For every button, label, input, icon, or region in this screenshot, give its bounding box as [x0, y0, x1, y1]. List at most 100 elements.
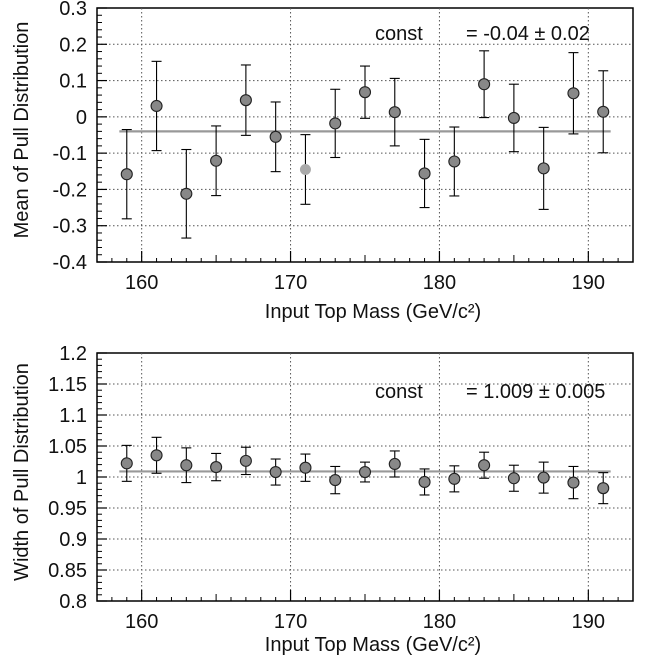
mean-y-tick-label: -0.4 [53, 252, 87, 274]
mean-x-axis-title: Input Top Mass (GeV/c²) [265, 301, 481, 323]
mean-marker [210, 154, 223, 167]
width-x-tick-labels: 160 170 180 190 [125, 611, 605, 633]
width-y-tick-label: 0.85 [48, 560, 87, 582]
width-x-tick-label: 190 [572, 611, 605, 633]
mean-y-tick-label: -0.2 [53, 179, 87, 201]
mean-data-point [329, 88, 342, 159]
width-grid [97, 353, 633, 601]
width-data-point [537, 461, 550, 494]
width-y-tick-label: 0.95 [48, 498, 87, 520]
mean-marker [150, 99, 163, 113]
mean-x-tick-label: 160 [125, 272, 158, 294]
mean-data-point [180, 148, 193, 239]
width-data-point [120, 444, 133, 482]
width-data-point [567, 465, 580, 500]
mean-x-tick-label: 180 [423, 272, 456, 294]
mean-marker [597, 105, 610, 118]
width-data-point [269, 458, 282, 486]
width-data-point [507, 464, 520, 492]
mean-data-point [210, 125, 223, 197]
mean-data-point [507, 83, 520, 153]
mean-marker [418, 167, 431, 180]
width-marker [299, 461, 312, 474]
mean-marker [507, 111, 520, 124]
width-marker [358, 465, 372, 479]
mean-x-tick-label: 170 [274, 272, 307, 294]
mean-y-tick-label: -0.3 [53, 216, 87, 238]
width-y-tick-labels: 1.2 1.15 1.1 1.05 1 0.95 0.9 0.85 0.8 [48, 343, 87, 613]
mean-marker [299, 163, 311, 175]
width-marker [329, 474, 342, 487]
mean-data-point [120, 129, 133, 220]
width-y-tick-label: 1 [76, 467, 87, 489]
mean-y-tick-label: 0.2 [59, 34, 87, 56]
width-data-points [120, 436, 610, 505]
width-data-point [418, 468, 431, 496]
mean-data-point [567, 52, 580, 135]
width-data-point [478, 451, 491, 479]
width-data-point [239, 446, 252, 476]
mean-data-point [299, 134, 311, 205]
mean-marker [448, 155, 461, 168]
width-marker [180, 459, 193, 472]
mean-marker [388, 106, 401, 119]
width-y-tick-label: 1.2 [59, 343, 87, 365]
width-marker [150, 449, 163, 462]
mean-marker [180, 187, 193, 200]
width-data-point [358, 461, 372, 483]
mean-marker [329, 117, 342, 130]
mean-axis-ticks [96, 7, 634, 263]
mean-x-tick-labels: 160 170 180 190 [125, 272, 605, 294]
width-marker [597, 482, 610, 495]
width-y-tick-label: 0.9 [59, 529, 87, 551]
mean-fit-const-label: const [375, 23, 423, 45]
width-x-tick-label: 160 [125, 611, 158, 633]
mean-data-point [418, 138, 431, 209]
width-marker [567, 476, 580, 489]
width-data-point [150, 436, 163, 474]
width-y-tick-label: 1.05 [48, 436, 87, 458]
mean-y-tick-label: -0.1 [53, 143, 87, 165]
width-fit-const-label: const [375, 381, 423, 403]
mean-data-point [239, 64, 252, 136]
width-y-tick-label: 1.15 [48, 374, 87, 396]
mean-data-point [269, 101, 282, 173]
width-y-tick-label: 1.1 [59, 405, 87, 427]
width-data-point [210, 452, 223, 482]
width-marker [478, 459, 491, 472]
mean-data-point [537, 126, 550, 210]
mean-plot-frame [96, 7, 634, 263]
width-pull-panel: 160 170 180 190 1.2 1.15 1.1 1.05 1 0.95 0.9 0.85 0… [11, 343, 634, 656]
mean-marker [358, 86, 372, 99]
mean-data-point [358, 65, 372, 119]
width-marker [210, 461, 223, 474]
mean-marker [120, 168, 133, 181]
width-data-point [388, 450, 401, 478]
mean-marker [269, 130, 282, 143]
width-marker [537, 471, 550, 484]
width-marker [388, 457, 401, 471]
width-marker [418, 475, 431, 489]
mean-marker [478, 78, 491, 91]
width-marker [269, 465, 282, 479]
mean-y-tick-label: 0.1 [59, 71, 87, 93]
width-x-tick-label: 180 [423, 611, 456, 633]
width-marker [448, 472, 461, 485]
width-y-tick-label: 0.8 [59, 591, 87, 613]
mean-data-point [150, 60, 163, 152]
width-marker [239, 454, 252, 467]
mean-marker [239, 94, 252, 107]
width-data-point [329, 465, 342, 495]
width-marker [120, 457, 133, 470]
mean-y-axis-title: Mean of Pull Distribution [11, 22, 33, 239]
mean-y-tick-label: 0 [76, 107, 87, 129]
mean-data-point [448, 126, 461, 197]
width-marker [507, 472, 520, 485]
width-y-axis-title: Width of Pull Distribution [11, 363, 33, 581]
width-data-point [597, 472, 610, 505]
width-fit-const-value: = 1.009 ± 0.005 [466, 381, 605, 403]
mean-data-point [597, 70, 610, 154]
mean-marker [537, 162, 550, 175]
